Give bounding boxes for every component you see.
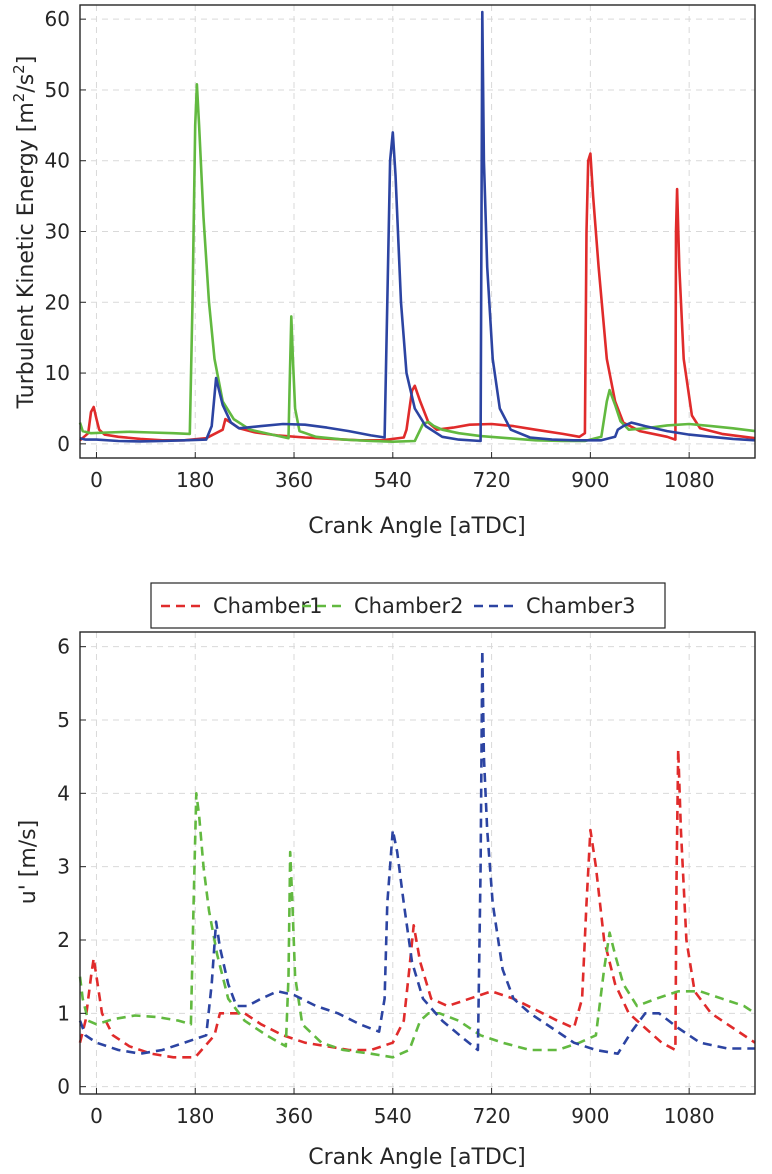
tke-x-tick-label: 180 xyxy=(176,468,214,492)
tke-y-tick-label: 0 xyxy=(57,432,70,456)
u-prime-y-tick-label: 5 xyxy=(57,708,70,732)
u-prime-y-tick-label: 2 xyxy=(57,928,70,952)
legend-label-chamber2: Chamber2 xyxy=(354,594,464,618)
tke-series-chamber2 xyxy=(78,83,756,443)
u-prime-x-tick-label: 360 xyxy=(275,1104,313,1128)
u-prime-chart: 0 180 360 540 720 900 1080 0 1 2 3 4 5 6 Crank Angle … xyxy=(16,631,756,1170)
u-prime-x-tick-label: 180 xyxy=(176,1104,214,1128)
legend-entry-chamber3: Chamber3 xyxy=(474,594,636,618)
tke-y-tick-label: 10 xyxy=(45,361,70,385)
legend-box xyxy=(150,582,666,629)
u-prime-x-tick-label: 900 xyxy=(571,1104,609,1128)
tke-series-chamber1 xyxy=(79,152,756,442)
legend: Chamber1 Chamber2 Chamber3 xyxy=(150,582,666,629)
tke-x-axis-label: Crank Angle [aTDC] xyxy=(308,514,526,539)
u-prime-x-tick-label: 1080 xyxy=(664,1104,715,1128)
tke-chart: 0 180 360 540 720 900 1080 0 10 20 30 40 50 60 Crank … xyxy=(10,4,756,539)
tke-x-tick-label: 1080 xyxy=(664,468,715,492)
legend-label-chamber3: Chamber3 xyxy=(526,594,636,618)
u-prime-axes-box xyxy=(79,631,756,1095)
u-prime-y-tick-label: 6 xyxy=(57,635,70,659)
tke-series-chamber3 xyxy=(79,10,756,443)
u-prime-y-tick-label: 4 xyxy=(57,781,70,805)
u-prime-y-tick-label: 3 xyxy=(57,855,70,879)
tke-y-tick-label: 50 xyxy=(45,78,70,102)
tke-x-tick-label: 720 xyxy=(472,468,510,492)
tke-x-tick-label: 360 xyxy=(275,468,313,492)
tke-x-tick-label: 0 xyxy=(90,468,103,492)
u-prime-x-tick-label: 720 xyxy=(472,1104,510,1128)
u-prime-x-tick-label: 0 xyxy=(90,1104,103,1128)
tke-y-axis-label: Turbulent Kinetic Energy [m2/s2] xyxy=(10,56,39,410)
u-prime-x-tick-label: 540 xyxy=(374,1104,412,1128)
u-prime-x-axis-label: Crank Angle [aTDC] xyxy=(308,1145,526,1170)
legend-entry-chamber2: Chamber2 xyxy=(302,594,464,618)
tke-y-tick-label: 20 xyxy=(45,290,70,314)
tke-x-tick-label: 540 xyxy=(374,468,412,492)
tke-y-tick-label: 40 xyxy=(45,149,70,173)
u-prime-y-tick-label: 1 xyxy=(57,1001,70,1025)
tke-x-tick-label: 900 xyxy=(571,468,609,492)
u-prime-series-chamber1 xyxy=(78,748,756,1059)
tke-y-tick-label: 30 xyxy=(45,220,70,244)
tke-y-tick-label: 60 xyxy=(45,7,70,31)
u-prime-series-chamber2 xyxy=(78,792,756,1059)
u-prime-y-axis-label: u' [m/s] xyxy=(16,820,41,904)
u-prime-y-tick-label: 0 xyxy=(57,1075,70,1099)
u-prime-series-chamber3 xyxy=(78,649,755,1055)
